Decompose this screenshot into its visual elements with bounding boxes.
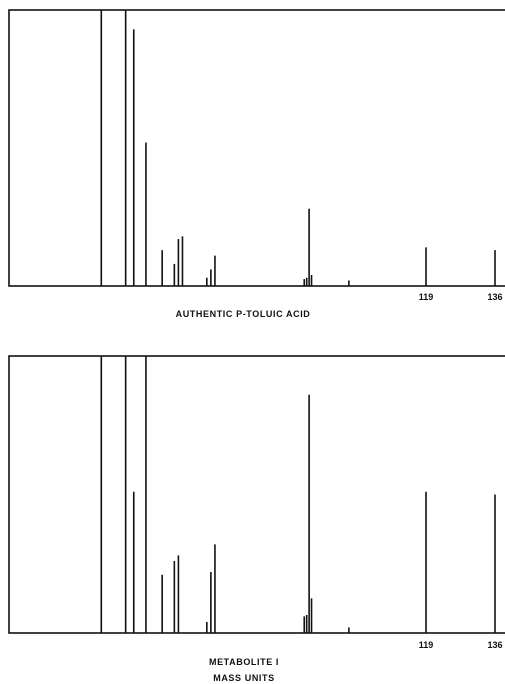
spectrum-panel-authentic: 119 136 AUTHENTIC P-TOLUIC ACID bbox=[8, 9, 505, 319]
chart-title: AUTHENTIC P-TOLUIC ACID bbox=[176, 309, 311, 319]
plot-frame bbox=[8, 355, 505, 634]
plot-frame bbox=[8, 9, 505, 287]
x-axis-label: MASS UNITS bbox=[213, 673, 275, 683]
spectrum-panel-metabolite: 119 136 METABOLITE I MASS UNITS bbox=[8, 355, 505, 683]
x-tick-label: 136 bbox=[487, 640, 502, 650]
x-tick-label: 119 bbox=[419, 640, 434, 650]
chart-title: METABOLITE I bbox=[209, 657, 279, 667]
peak-group bbox=[100, 356, 496, 633]
x-tick-label: 136 bbox=[487, 292, 502, 302]
peak-group bbox=[100, 10, 496, 286]
x-tick-label: 119 bbox=[419, 292, 434, 302]
